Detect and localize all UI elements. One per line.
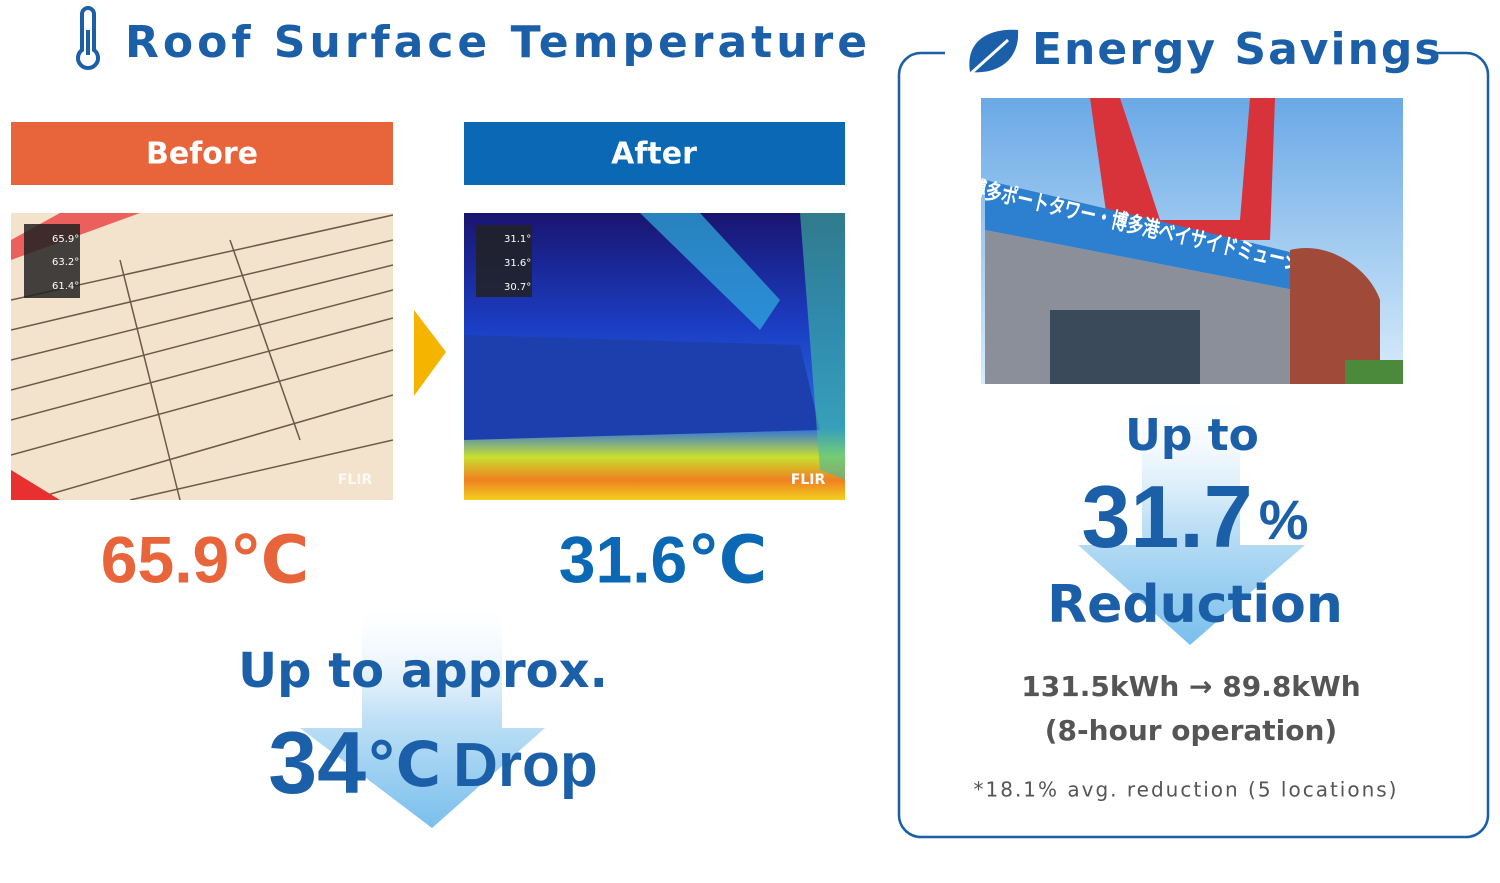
- tower: [1090, 98, 1275, 240]
- watermark: FLIR: [338, 472, 373, 488]
- transition-arrow: [414, 310, 446, 396]
- operation-condition: (8-hour operation): [1045, 714, 1337, 747]
- summary-figure: 34℃ Drop: [268, 713, 598, 812]
- leaf-vein: [966, 38, 1010, 78]
- after-temperature: 31.6℃: [559, 522, 767, 596]
- reading-box: [24, 224, 80, 298]
- after-thermal-image: 31.1° 31.6° 30.7° FLIR: [464, 213, 845, 500]
- entrance: [1050, 310, 1200, 384]
- tower-structure: [640, 213, 780, 330]
- after-header: [464, 122, 845, 185]
- reduction-number: 31.7: [1081, 467, 1252, 566]
- before-label: Before: [146, 137, 258, 172]
- title-backdrop: [945, 35, 1425, 75]
- before-temperature: 65.9℃: [101, 522, 309, 596]
- energy-detail: 131.5kWh → 89.8kWh: [1021, 670, 1361, 703]
- shrubs: [1345, 360, 1403, 384]
- reading: 31.1°: [504, 234, 531, 245]
- reduction-arrow: [1078, 400, 1305, 645]
- summary-lead: Up to approx.: [238, 643, 608, 699]
- reading-box: [476, 225, 532, 297]
- watermark: FLIR: [791, 472, 826, 488]
- after-label: After: [611, 137, 697, 172]
- roof-panel: [464, 335, 820, 440]
- reading: 65.9°: [52, 234, 79, 245]
- hot-spot: [11, 470, 60, 500]
- drop-number: 34: [268, 713, 366, 812]
- reduction-word: Reduction: [1047, 575, 1343, 635]
- before-thermal-image: 65.9° 63.2° 61.4° FLIR: [11, 213, 393, 500]
- drop-word: Drop: [453, 731, 598, 800]
- building-sign: [985, 180, 1345, 300]
- thermometer-outline: [76, 6, 100, 70]
- building-photo: 博多ポートタワー・博多港ベイサイドミュージアム: [981, 98, 1403, 384]
- reading: 63.2°: [52, 257, 79, 268]
- tower-structure: [800, 213, 845, 480]
- before-header: [11, 122, 393, 185]
- section-title: Roof Surface Temperature: [125, 17, 871, 68]
- brick-building: [1290, 248, 1380, 384]
- reading: 30.7°: [504, 282, 531, 293]
- drop-arrow: [300, 608, 545, 828]
- reduction-figure: 31.7%: [1081, 467, 1308, 566]
- footnote: *18.1% avg. reduction (5 locations): [974, 778, 1399, 802]
- drop-unit: ℃: [366, 731, 441, 800]
- leaf-icon: [966, 29, 1019, 78]
- reduction-unit: %: [1259, 488, 1309, 551]
- reduction-lead: Up to: [1125, 410, 1259, 461]
- reading: 61.4°: [52, 281, 79, 292]
- reading: 31.6°: [504, 258, 531, 269]
- thermometer-icon: [76, 6, 100, 70]
- panel-title: Energy Savings: [1032, 24, 1443, 75]
